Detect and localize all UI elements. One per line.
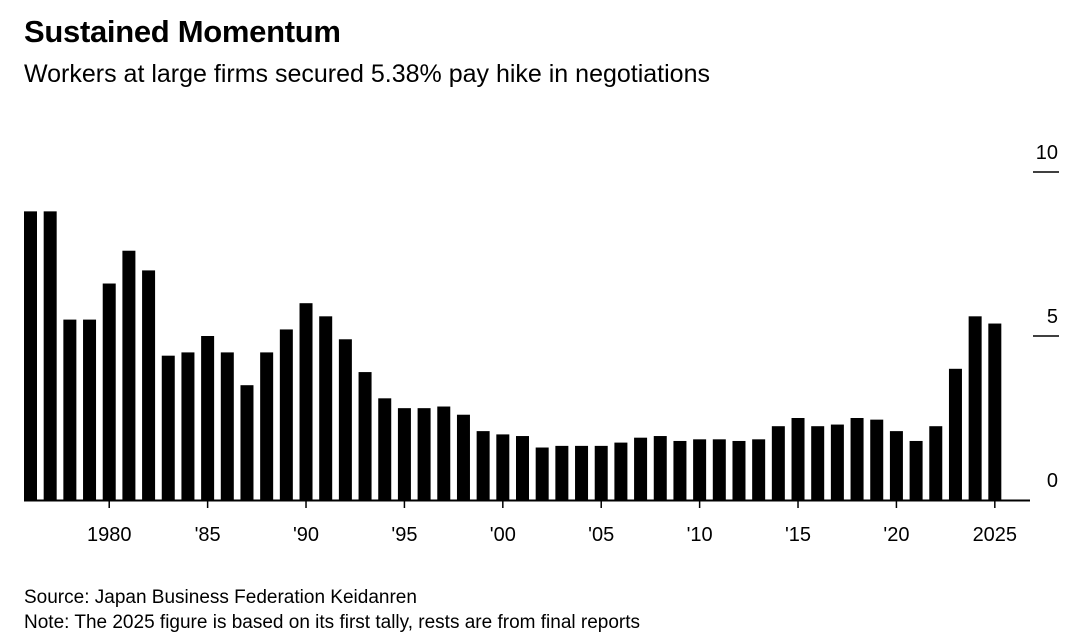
bar-1980 xyxy=(102,283,116,500)
chart-title: Sustained Momentum xyxy=(24,14,341,49)
bar-2022 xyxy=(929,426,943,500)
bar-1987 xyxy=(240,385,254,500)
bar-2013 xyxy=(752,439,766,500)
y-tick-label: 5 xyxy=(1047,306,1058,328)
bar-1994 xyxy=(378,398,392,500)
bar-2016 xyxy=(811,426,825,500)
bar-2009 xyxy=(673,440,687,500)
bar-1984 xyxy=(181,352,195,500)
x-tick-label: '95 xyxy=(391,524,417,546)
bar-2003 xyxy=(555,445,569,500)
bar-1981 xyxy=(122,250,136,500)
x-tick-label: '05 xyxy=(588,524,614,546)
bar-1988 xyxy=(260,352,274,500)
bar-2001 xyxy=(516,436,529,500)
x-tick-label: 2025 xyxy=(973,524,1018,546)
bar-1979 xyxy=(83,319,97,500)
x-tick-label: '90 xyxy=(293,524,319,546)
bar-1976 xyxy=(24,211,37,501)
bar-1999 xyxy=(476,431,490,500)
x-tick-label: '85 xyxy=(195,524,221,546)
bar-2002 xyxy=(535,447,549,500)
bar-2024 xyxy=(968,316,982,500)
x-tick-label: '20 xyxy=(883,524,909,546)
bar-2017 xyxy=(830,424,844,500)
bar-1996 xyxy=(417,408,431,500)
bar-2025 xyxy=(988,323,1002,500)
footnote: Note: The 2025 figure is based on its fi… xyxy=(24,612,641,633)
bar-2014 xyxy=(771,426,785,500)
bar-2006 xyxy=(614,442,628,500)
bar-2008 xyxy=(653,436,667,500)
bar-1977 xyxy=(43,211,57,501)
bar-2005 xyxy=(594,445,608,500)
bar-1991 xyxy=(319,316,333,500)
bar-1982 xyxy=(142,270,156,500)
x-tick-label: '10 xyxy=(687,524,713,546)
bar-1997 xyxy=(437,406,451,500)
x-tick-label: 1980 xyxy=(87,524,132,546)
bar-1995 xyxy=(397,408,411,500)
bar-2023 xyxy=(948,368,962,500)
bar-2018 xyxy=(850,418,864,500)
bar-2004 xyxy=(575,445,589,500)
bar-1989 xyxy=(279,329,293,500)
bar-2007 xyxy=(634,437,648,500)
bar-2020 xyxy=(889,431,903,500)
x-tick-label: '00 xyxy=(490,524,516,546)
bar-1990 xyxy=(299,303,313,500)
y-tick-label: 10 xyxy=(1036,142,1058,164)
bar-2019 xyxy=(870,419,884,500)
x-tick-label: '15 xyxy=(785,524,811,546)
bar-2010 xyxy=(693,439,707,500)
bar-1978 xyxy=(63,319,77,500)
bar-2000 xyxy=(496,434,510,500)
bar-2012 xyxy=(732,440,746,500)
bar-1998 xyxy=(456,414,470,500)
bar-2015 xyxy=(791,418,805,500)
source-note: Source: Japan Business Federation Keidan… xyxy=(24,587,417,608)
bar-2021 xyxy=(909,440,923,500)
y-tick-label: 0 xyxy=(1047,470,1058,492)
chart-subtitle: Workers at large firms secured 5.38% pay… xyxy=(24,60,710,88)
bar-1993 xyxy=(358,372,372,500)
bar-1986 xyxy=(220,352,234,500)
bar-2011 xyxy=(712,439,726,500)
bar-1992 xyxy=(338,339,352,500)
bar-1983 xyxy=(161,355,175,500)
bar-1985 xyxy=(201,336,215,500)
